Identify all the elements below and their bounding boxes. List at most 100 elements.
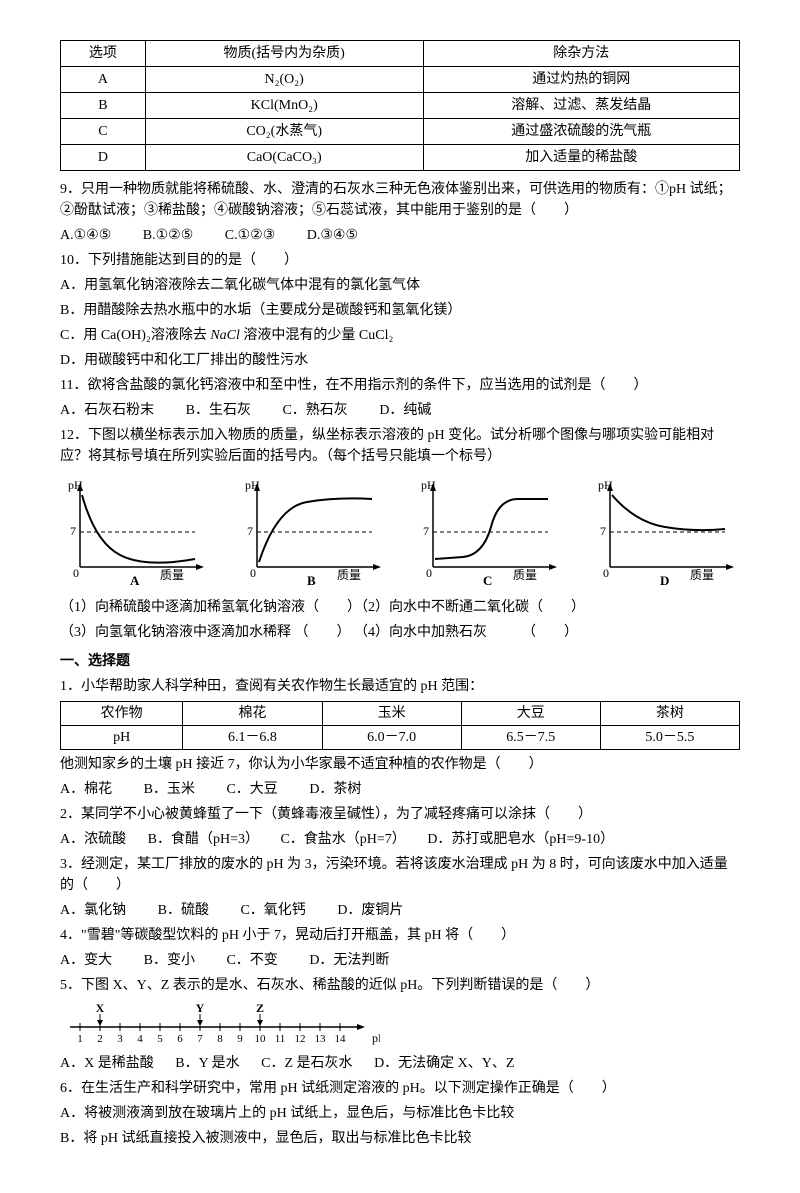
svg-text:6: 6 (177, 1033, 183, 1045)
svg-text:9: 9 (237, 1033, 243, 1045)
svg-text:14: 14 (335, 1033, 347, 1045)
svg-text:Y: Y (196, 1002, 205, 1015)
opt-a: A．X 是稀盐酸 (60, 1053, 154, 1074)
ph-charts: pH 7 0 质量 A pH 7 0 质量 B (60, 477, 740, 587)
question-12: 12．下图以横坐标表示加入物质的质量，纵坐标表示溶液的 pH 变化。试分析哪个图… (60, 425, 740, 467)
opt-d: D．纯碱 (379, 400, 431, 421)
svg-text:13: 13 (315, 1033, 327, 1045)
s1q6-b: B．将 pH 试纸直接投入被测液中，显色后，取出与标准比色卡比较 (60, 1128, 740, 1149)
svg-text:X: X (96, 1002, 105, 1015)
th-method: 除杂方法 (423, 41, 739, 67)
q9-options: A.①④⑤ B.①②⑤ C.①②③ D.③④⑤ (60, 225, 740, 246)
opt-b: B．玉米 (144, 779, 195, 800)
opt-d: D．无法确定 X、Y、Z (374, 1053, 514, 1074)
svg-text:1: 1 (77, 1033, 83, 1045)
chart-b: pH 7 0 质量 B (237, 477, 387, 587)
svg-text:7: 7 (197, 1033, 203, 1045)
s1q3-options: A．氯化钠 B．硫酸 C．氧化钙 D．废铜片 (60, 900, 740, 921)
svg-text:C: C (483, 573, 492, 587)
svg-text:Z: Z (256, 1002, 264, 1015)
svg-text:0: 0 (250, 566, 256, 580)
chart-a: pH 7 0 质量 A (60, 477, 210, 587)
svg-text:质量: 质量 (160, 568, 184, 582)
svg-text:4: 4 (137, 1033, 143, 1045)
crop-table: 农作物 棉花 玉米 大豆 茶树 pH 6.1－6.8 6.0－7.0 6.5－7… (60, 701, 740, 750)
opt-c: C．不变 (226, 950, 277, 971)
svg-text:质量: 质量 (337, 568, 361, 582)
svg-text:B: B (307, 573, 316, 587)
svg-text:3: 3 (117, 1033, 123, 1045)
svg-text:11: 11 (275, 1033, 286, 1045)
opt-d: D.③④⑤ (307, 225, 358, 246)
opt-b: B．生石灰 (186, 400, 251, 421)
section-title: 一、选择题 (60, 651, 740, 672)
svg-text:7: 7 (423, 524, 429, 538)
opt-d: D．废铜片 (337, 900, 403, 921)
q12-sub2: （3）向氢氧化钠溶液中逐滴加水稀释 （ ） （4）向水中加熟石灰 （ ） (60, 622, 740, 643)
opt-c: C．熟石灰 (282, 400, 347, 421)
opt-b: B.①②⑤ (143, 225, 194, 246)
q10-c: C．用 Ca(OH)₂溶液除去 NaCl 溶液中混有的少量 CuCl₂ (60, 325, 740, 346)
s1-q1-text2: 他测知家乡的土壤 pH 接近 7，你认为小华家最不适宜种植的农作物是（ ） (60, 754, 740, 775)
svg-text:2: 2 (97, 1033, 103, 1045)
s1-q1: 1．小华帮助家人科学种田，查阅有关农作物生长最适宜的 pH 范围： (60, 676, 740, 697)
svg-text:5: 5 (157, 1033, 163, 1045)
opt-b: B．变小 (144, 950, 195, 971)
svg-text:pH: pH (372, 1031, 380, 1045)
opt-b: B．硫酸 (158, 900, 209, 921)
opt-a: A．氯化钠 (60, 900, 126, 921)
table-row: AN₂(O₂)通过灼热的铜网 (61, 67, 740, 93)
q10-d: D．用碳酸钙中和化工厂排出的酸性污水 (60, 350, 740, 371)
svg-text:7: 7 (70, 524, 76, 538)
q11-options: A．石灰石粉末 B．生石灰 C．熟石灰 D．纯碱 (60, 400, 740, 421)
svg-text:12: 12 (295, 1033, 306, 1045)
s1q2-options: A．浓硫酸 B．食醋（pH=3） C．食盐水（pH=7） D．苏打或肥皂水（pH… (60, 829, 740, 850)
impurity-table: 选项 物质(括号内为杂质) 除杂方法 AN₂(O₂)通过灼热的铜网 BKCl(M… (60, 40, 740, 171)
svg-text:质量: 质量 (690, 568, 714, 582)
s1-q4: 4．"雪碧"等碳酸型饮料的 pH 小于 7，晃动后打开瓶盖，其 pH 将（ ） (60, 925, 740, 946)
opt-a: A．棉花 (60, 779, 112, 800)
th-substance: 物质(括号内为杂质) (145, 41, 423, 67)
chart-d: pH 7 0 质量 D (590, 477, 740, 587)
q10-b: B．用醋酸除去热水瓶中的水垢（主要成分是碳酸钙和氢氧化镁） (60, 300, 740, 321)
opt-a: A．变大 (60, 950, 112, 971)
svg-text:0: 0 (603, 566, 609, 580)
s1q6-a: A．将被测液滴到放在玻璃片上的 pH 试纸上，显色后，与标准比色卡比较 (60, 1103, 740, 1124)
question-10: 10．下列措施能达到目的的是（ ） (60, 250, 740, 271)
opt-d: D．无法判断 (309, 950, 389, 971)
opt-d: D．茶树 (309, 779, 361, 800)
opt-b: B．食醋（pH=3） (148, 829, 259, 850)
opt-c: C．氧化钙 (240, 900, 305, 921)
svg-text:8: 8 (217, 1033, 223, 1045)
opt-a: A.①④⑤ (60, 225, 111, 246)
question-9: 9．只用一种物质就能将稀硫酸、水、澄清的石灰水三种无色液体鉴别出来，可供选用的物… (60, 179, 740, 221)
s1-q3: 3．经测定，某工厂排放的废水的 pH 为 3，污染环境。若将该废水治理成 pH … (60, 854, 740, 896)
svg-text:0: 0 (426, 566, 432, 580)
opt-c: C．Z 是石灰水 (261, 1053, 352, 1074)
s1q5-options: A．X 是稀盐酸 B．Y 是水 C．Z 是石灰水 D．无法确定 X、Y、Z (60, 1053, 740, 1074)
table-row: CCO₂(水蒸气)通过盛浓硫酸的洗气瓶 (61, 119, 740, 145)
question-11: 11．欲将含盐酸的氯化钙溶液中和至中性，在不用指示剂的条件下，应当选用的试剂是（… (60, 375, 740, 396)
th-option: 选项 (61, 41, 146, 67)
svg-text:质量: 质量 (513, 568, 537, 582)
chart-c: pH 7 0 质量 C (413, 477, 563, 587)
s1q1-options: A．棉花 B．玉米 C．大豆 D．茶树 (60, 779, 740, 800)
table-row: DCaO(CaCO₃)加入适量的稀盐酸 (61, 145, 740, 171)
s1q4-options: A．变大 B．变小 C．不变 D．无法判断 (60, 950, 740, 971)
opt-a: A．石灰石粉末 (60, 400, 154, 421)
opt-d: D．苏打或肥皂水（pH=9-10） (427, 829, 614, 850)
svg-text:0: 0 (73, 566, 79, 580)
svg-text:D: D (660, 573, 669, 587)
svg-text:7: 7 (600, 524, 606, 538)
svg-text:10: 10 (255, 1033, 267, 1045)
opt-c: C．大豆 (226, 779, 277, 800)
ph-scale: 1 2 3 4 5 6 7 8 9 10 11 12 13 14 X Y Z p… (60, 1002, 740, 1047)
q10-a: A．用氢氧化钠溶液除去二氧化碳气体中混有的氯化氢气体 (60, 275, 740, 296)
opt-c: C.①②③ (225, 225, 276, 246)
q12-sub1: （1）向稀硫酸中逐滴加稀氢氧化钠溶液（ ）（2）向水中不断通二氧化碳（ ） (60, 597, 740, 618)
opt-b: B．Y 是水 (175, 1053, 239, 1074)
svg-text:A: A (130, 573, 140, 587)
opt-a: A．浓硫酸 (60, 829, 126, 850)
opt-c: C．食盐水（pH=7） (280, 829, 405, 850)
s1-q2: 2．某同学不小心被黄蜂蜇了一下（黄蜂毒液呈碱性），为了减轻疼痛可以涂抹（ ） (60, 804, 740, 825)
